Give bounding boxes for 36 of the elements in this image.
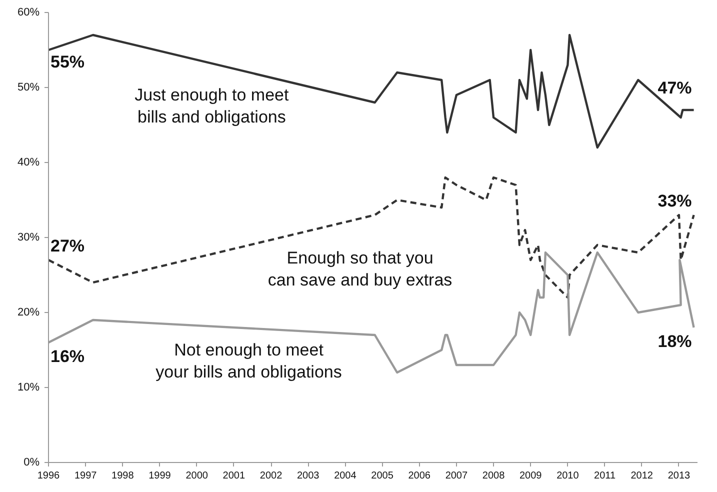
x-tick-label: 2002	[260, 470, 283, 482]
x-tick-label: 2007	[445, 470, 468, 482]
data-label: 27%	[50, 236, 85, 256]
x-tick-label: 2008	[482, 470, 506, 482]
line-series	[48, 34, 695, 149]
y-tick-label: 10%	[17, 382, 40, 394]
y-tick-label: 30%	[17, 232, 40, 244]
x-tick-label: 1998	[112, 470, 134, 482]
x-tick-label: 2004	[334, 470, 357, 482]
x-tick-label: 2009	[519, 470, 542, 482]
y-tick-label: 60%	[17, 6, 40, 18]
x-tick-label: 2001	[222, 470, 246, 482]
data-label: 18%	[658, 332, 692, 351]
y-tick-label: 20%	[17, 306, 40, 318]
data-label: 47%	[658, 78, 692, 98]
series-label: Enough so that you can save and buy extras	[268, 248, 452, 290]
line-series	[48, 176, 695, 299]
series-label: Not enough to meet your bills and obligations	[156, 340, 342, 382]
series-label: Just enough to meet bills and obligations	[134, 86, 289, 126]
x-tick-label: 2011	[594, 470, 616, 482]
data-label: 33%	[658, 192, 692, 210]
x-tick-label: 1999	[148, 470, 172, 482]
y-tick-label: 0%	[24, 456, 40, 468]
x-tick-label: 2013	[668, 470, 691, 482]
data-label: 55%	[50, 52, 85, 72]
x-tick-label: 2005	[371, 470, 394, 482]
y-tick-label: 50%	[17, 82, 40, 94]
x-tick-label: 2010	[556, 470, 580, 482]
y-tick-label: 40%	[17, 156, 40, 168]
x-tick-label: 2006	[408, 470, 431, 482]
x-tick-label: 2012	[630, 470, 654, 482]
x-tick-label: 2000	[186, 470, 208, 482]
x-tick-label: 1997	[74, 470, 98, 482]
x-tick-label: 1996	[37, 470, 60, 482]
x-tick-label: 2003	[296, 470, 320, 482]
data-label: 16%	[50, 347, 85, 366]
